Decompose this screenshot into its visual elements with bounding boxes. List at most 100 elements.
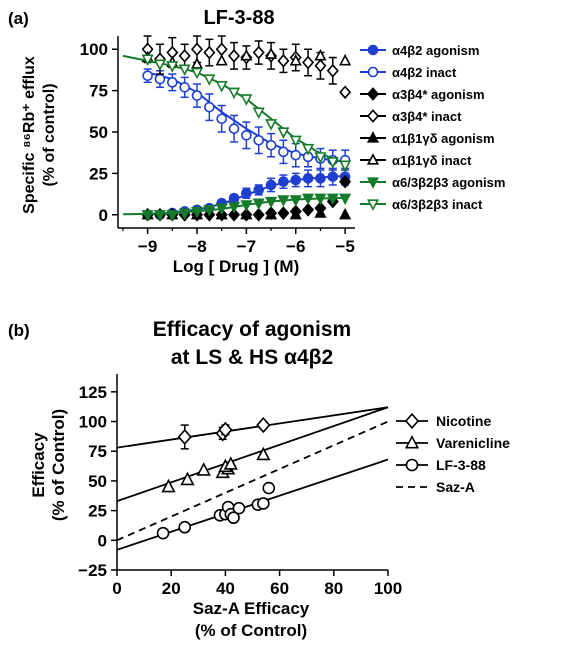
data-point	[256, 446, 271, 461]
data-point	[190, 57, 204, 69]
panel-b-legend: Nicotine Varenicline LF-3-88 Saz-A	[396, 412, 510, 495]
panel-a-label: (a)	[8, 9, 29, 28]
data-point	[167, 77, 178, 88]
data-point	[289, 135, 302, 148]
data-point	[190, 206, 204, 219]
data-point	[257, 497, 270, 510]
panel-a-y-tick-label: 50	[89, 123, 108, 142]
panel-b-x-tick-label: 60	[270, 579, 289, 598]
legend-marker	[366, 87, 380, 101]
legend-label: α4β2 agonism	[392, 43, 479, 58]
data-point	[289, 53, 302, 66]
data-point	[265, 196, 278, 209]
data-point	[265, 119, 278, 131]
legend-label: α6/3β2β3 inact	[392, 197, 483, 212]
data-point	[190, 42, 204, 57]
data-point	[177, 428, 192, 446]
legend-marker	[366, 153, 380, 165]
panel-a-legend: α4β2 agonism α4β2 inact α3β4* agonism α3β4*…	[360, 43, 505, 212]
panel-a-ylabel-line2: (% of control)	[41, 83, 58, 186]
panel-a-x-tick-label: −5	[335, 237, 354, 256]
legend-label: Varenicline	[436, 435, 510, 451]
data-point	[215, 203, 228, 216]
panel-b-ylabel-line2: (% of Control)	[49, 409, 68, 521]
data-point	[179, 82, 190, 93]
legend-label: Saz-A	[436, 479, 475, 495]
panel-a-plot: 0 25 50 75 100 −9 −8 −7 −6 −5	[80, 35, 355, 256]
data-point	[240, 200, 253, 212]
panel-b-y-tick-label: −25	[78, 561, 107, 580]
data-point	[196, 462, 211, 476]
data-point	[339, 193, 352, 206]
data-point	[215, 81, 228, 93]
data-point	[203, 45, 216, 60]
data-point	[253, 134, 265, 146]
data-point	[228, 49, 241, 63]
data-point	[227, 511, 240, 525]
panel-b-title-line1: Efficacy of agonism	[153, 318, 351, 341]
panel-b-plot: −25 0 25 50 75 100 125 0 20 40 60 80 100	[78, 374, 402, 598]
data-point	[265, 47, 278, 59]
legend-label: α1β1γδ agonism	[392, 131, 495, 146]
panel-b-y-tick-label: 25	[88, 502, 107, 521]
data-point	[252, 207, 265, 222]
data-point	[203, 74, 216, 86]
panel-a-y-tick-label: 0	[99, 206, 108, 225]
data-point	[302, 55, 315, 70]
data-point	[302, 202, 315, 217]
data-point	[216, 113, 227, 125]
data-point	[278, 176, 289, 187]
legend-marker	[367, 66, 379, 78]
panel-b-x-tick-label: 80	[324, 579, 343, 598]
panel-b-y-tick-label: 0	[98, 531, 107, 550]
data-point	[218, 421, 233, 438]
data-point	[277, 206, 290, 220]
panel-a-x-tick-label: −6	[286, 237, 305, 256]
data-point	[223, 456, 238, 470]
data-point	[290, 174, 302, 186]
panel-b-x-tick-label: 0	[112, 579, 121, 598]
data-point	[252, 107, 265, 120]
data-point	[302, 193, 315, 206]
data-point	[227, 201, 241, 214]
panel-b-label: (b)	[8, 321, 30, 340]
data-point	[232, 501, 246, 515]
data-point	[178, 208, 191, 220]
data-point	[262, 481, 276, 495]
data-point	[327, 171, 339, 182]
legend-marker	[404, 412, 420, 430]
data-point	[314, 193, 327, 206]
data-point	[178, 64, 191, 76]
data-point	[227, 87, 241, 100]
regression-line	[116, 406, 389, 502]
legend-marker	[366, 131, 380, 143]
data-point	[326, 193, 339, 206]
data-point	[339, 85, 352, 100]
data-point	[166, 210, 179, 222]
data-point	[178, 520, 192, 534]
data-point	[289, 207, 302, 220]
data-point	[265, 207, 278, 220]
panel-b-title-line2: at LS & HS α4β2	[171, 346, 333, 369]
panel-b-y-tick-label: 50	[88, 472, 107, 491]
legend-label: α4β2 inact	[392, 65, 457, 80]
data-point	[141, 54, 154, 67]
data-point	[302, 143, 315, 156]
regression-line	[116, 420, 389, 542]
data-point	[289, 195, 302, 207]
regression-line	[116, 406, 389, 449]
data-point	[265, 139, 277, 151]
data-point	[326, 63, 339, 78]
panel-a-xlabel: Log [ Drug ] (M)	[173, 257, 300, 276]
data-point	[156, 526, 170, 540]
panel-b-xlabel-line2: (% of Control)	[195, 621, 307, 640]
data-point	[228, 123, 240, 134]
data-point	[180, 471, 195, 486]
data-point	[315, 173, 326, 184]
data-point	[191, 90, 203, 101]
panel-a-x-tick-label: −9	[138, 237, 157, 256]
legend-marker	[366, 199, 380, 211]
panel-a-y-tick-label: 25	[89, 164, 108, 183]
data-point	[252, 45, 265, 60]
